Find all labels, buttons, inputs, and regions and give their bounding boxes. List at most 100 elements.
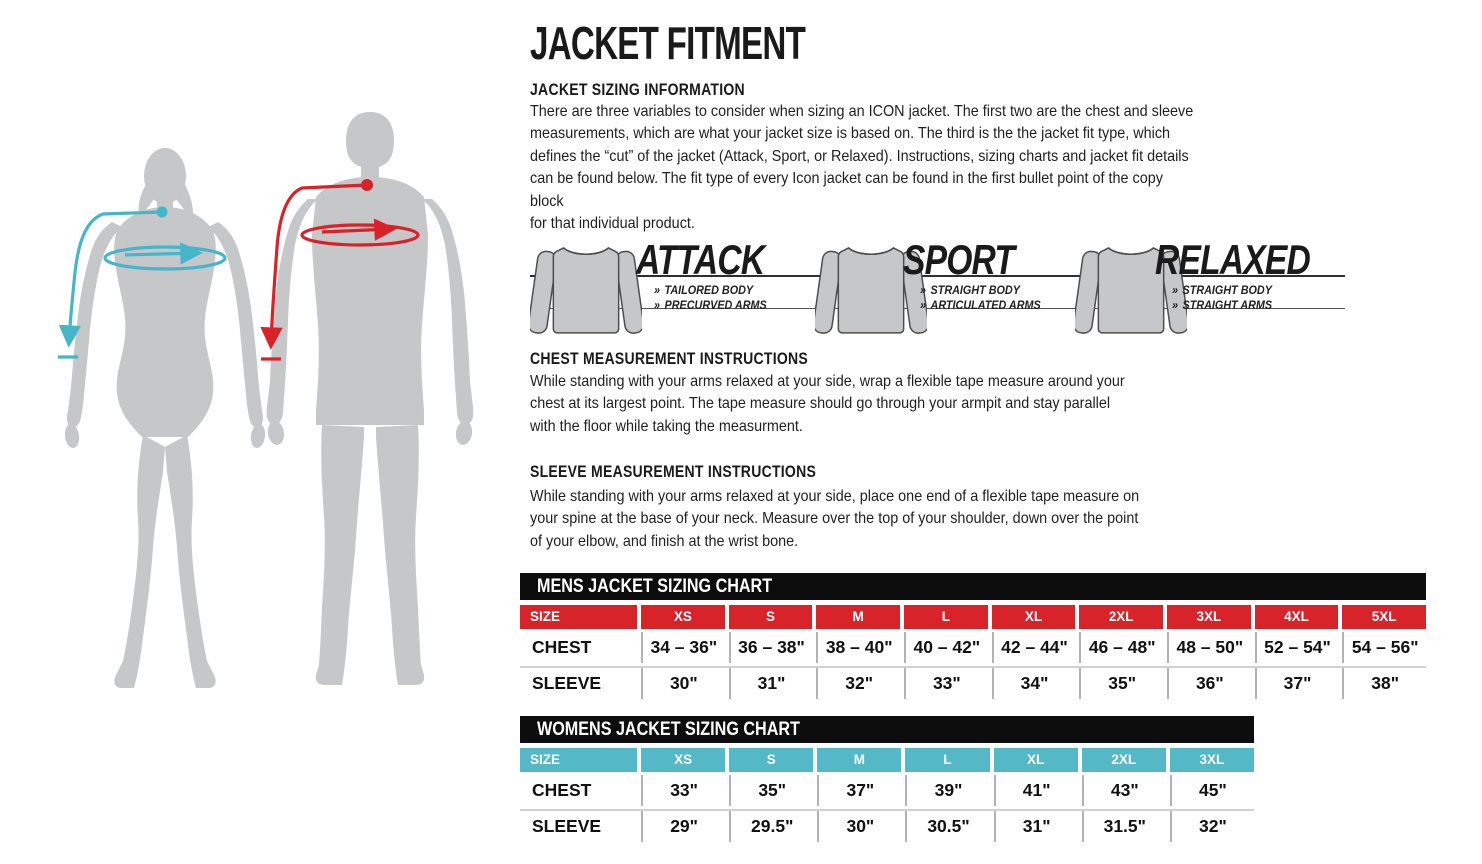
table-cell: 37" [817,775,901,806]
bullet-chevron-icon: » [920,298,927,312]
table-cell: 38" [1342,668,1426,699]
measurement-figures-illustration [58,112,474,688]
row-label-cell: SLEEVE [532,673,602,693]
womens-sizing-chart: WOMENS JACKET SIZING CHART SIZE XS S M L XL 2XL… [520,716,1254,842]
table-cell: 33" [641,775,725,806]
female-chest-measure-ellipse [103,245,227,271]
page-title: JACKET FITMENT [530,17,806,69]
size-column-header: 2XL [1081,748,1166,772]
size-header-row: SIZE XS S M L XL 2XL 3XL [520,748,1254,772]
table-cell: 30" [641,668,725,699]
fit-bullet: TAILORED BODY [664,283,754,297]
size-column-header: XS [641,605,725,629]
table-row: SLEEVE 29" 29.5" 30" 30.5" 31" 31.5" 32" [520,809,1254,842]
table-cell: 39" [905,775,989,806]
mens-sizing-chart: MENS JACKET SIZING CHART SIZE XS S M L XL 2XL 3X… [520,573,1426,699]
sleeve-instructions-text: While standing with your arms relaxed at… [530,488,1140,550]
female-sleeve-measure-line [58,210,163,348]
table-cell: 46 – 48" [1079,632,1163,663]
size-column-header: 2XL [1079,605,1163,629]
table-cell: 54 – 56" [1342,632,1426,663]
male-chest-measure-ellipse [300,223,420,247]
size-label-cell: SIZE [520,605,637,629]
bullet-chevron-icon: » [654,283,661,297]
table-cell: 40 – 42" [903,632,988,663]
male-measurement-lines [260,179,420,361]
fit-divider-top [530,275,1345,277]
table-cell: 31" [993,811,1078,842]
table-cell: 36 – 38" [728,632,813,663]
table-cell: 43" [1081,775,1166,806]
size-column-header: S [728,605,813,629]
size-header-row: SIZE XS S M L XL 2XL 3XL 4XL 5XL [520,605,1426,629]
size-column-header: 3XL [1169,748,1254,772]
table-cell: 29.5" [729,811,813,842]
row-label-cell: CHEST [532,637,592,657]
fit-type-relaxed-bullets: » STRAIGHT BODY » STRAIGHT ARMS [1172,283,1272,313]
size-column-header: 4XL [1254,605,1339,629]
fit-type-attack-bullets: » TAILORED BODY » PRECURVED ARMS [654,283,767,313]
fit-bullet: STRAIGHT BODY [930,283,1020,297]
size-column-header: 5XL [1342,605,1426,629]
sizing-info-heading: JACKET SIZING INFORMATION [530,81,745,99]
table-row: CHEST 34 – 36" 36 – 38" 38 – 40" 40 – 42" 42 … [520,632,1426,663]
table-row: CHEST 33" 35" 37" 39" 41" 43" 45" [520,775,1254,806]
table-row: SLEEVE 30" 31" 32" 33" 34" 35" 36" 37" 38" [520,666,1426,699]
female-measurement-lines [58,206,227,359]
table-cell: 35" [1079,668,1163,699]
size-column-header: XS [641,748,726,772]
chart-title: MENS JACKET SIZING CHART [537,576,773,597]
male-silhouette [266,112,474,685]
table-cell: 31" [728,668,813,699]
fit-type-relaxed-title: RELAXED [1155,236,1311,283]
table-cell: 45" [1169,775,1254,806]
row-label-cell: SLEEVE [532,816,602,836]
chart-title-bar: WOMENS JACKET SIZING CHART [520,716,1254,743]
size-column-header: L [903,605,988,629]
table-cell: 33" [903,668,988,699]
chest-instructions-text: While standing with your arms relaxed at… [530,373,1125,435]
table-cell: 41" [993,775,1078,806]
attack-jacket-icon [530,247,642,335]
size-column-header: S [729,748,814,772]
table-cell: 29" [641,811,725,842]
chart-title-bar: MENS JACKET SIZING CHART [520,573,1426,600]
sleeve-instructions-heading: SLEEVE MEASUREMENT INSTRUCTIONS [530,463,817,481]
table-cell: 30.5" [905,811,989,842]
table-cell: 48 – 50" [1166,632,1251,663]
male-chest-arrow [321,218,397,241]
table-cell: 36" [1166,668,1251,699]
table-cell: 34 – 36" [641,632,725,663]
fit-divider-bottom [530,308,1345,309]
table-cell: 34" [991,668,1076,699]
male-sleeve-measure-line [260,183,368,350]
table-cell: 42 – 44" [991,632,1076,663]
table-cell: 30" [817,811,901,842]
size-column-header: 3XL [1166,605,1251,629]
size-column-header: XL [993,748,1078,772]
table-cell: 31.5" [1081,811,1166,842]
table-cell: 37" [1254,668,1339,699]
sizing-info-text: There are three variables to consider wh… [530,103,1194,233]
fit-bullet: ARTICULATED ARMS [930,298,1041,312]
bullet-chevron-icon: » [1172,283,1179,297]
fit-type-sport-title: SPORT [903,236,1015,283]
table-cell: 32" [1169,811,1254,842]
size-label-cell: SIZE [520,748,637,772]
size-column-header: M [817,748,902,772]
bullet-chevron-icon: » [654,298,661,312]
fit-bullet: STRAIGHT BODY [1182,283,1272,297]
fit-type-attack-title: ATTACK [636,236,765,283]
bullet-chevron-icon: » [920,283,927,297]
chart-title: WOMENS JACKET SIZING CHART [537,719,800,740]
bullet-chevron-icon: » [1172,298,1179,312]
size-column-header: XL [991,605,1076,629]
table-cell: 35" [729,775,813,806]
fit-bullet: STRAIGHT ARMS [1182,298,1273,312]
size-column-header: L [905,748,990,772]
table-cell: 38 – 40" [816,632,900,663]
fit-types-section: ATTACK » TAILORED BODY » PRECURVED ARMS SP… [530,230,1482,348]
female-chest-arrow [124,242,203,265]
size-column-header: M [816,605,900,629]
